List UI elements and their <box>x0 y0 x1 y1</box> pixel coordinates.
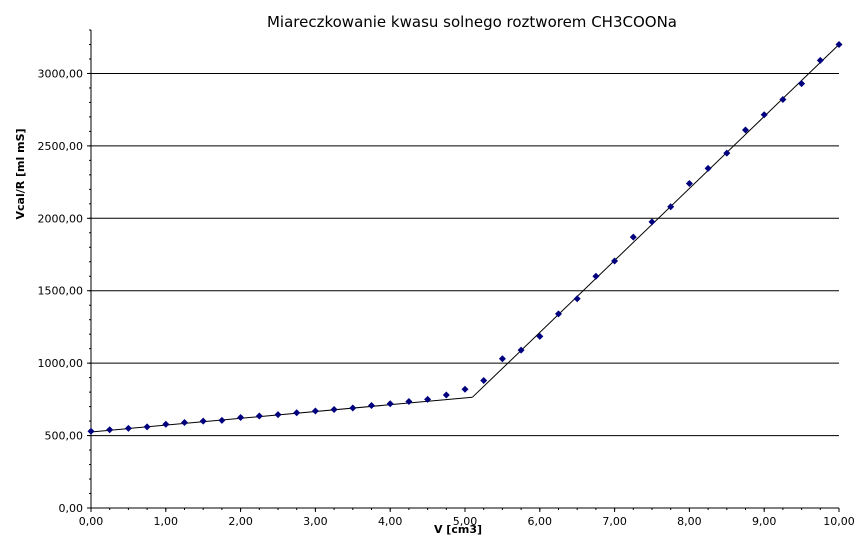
data-point <box>835 40 843 48</box>
chart-title: Miareczkowanie kwasu solnego roztworem C… <box>267 13 677 31</box>
data-point <box>106 426 114 434</box>
data-point <box>760 111 768 119</box>
x-tick-label: 8,00 <box>677 515 702 528</box>
data-point <box>124 424 132 432</box>
data-point <box>779 96 787 104</box>
trend-lines <box>90 44 840 433</box>
x-tick-label: 9,00 <box>752 515 777 528</box>
data-point <box>629 233 637 241</box>
data-point <box>311 407 319 415</box>
y-tick-label: 1500,00 <box>38 285 84 298</box>
data-point <box>162 420 170 428</box>
x-tick-label: 3,00 <box>303 515 328 528</box>
data-point <box>798 80 806 88</box>
data-point <box>816 56 824 64</box>
data-point <box>648 218 656 226</box>
x-tick-label: 4,00 <box>378 515 403 528</box>
trend-line <box>472 44 840 398</box>
data-point <box>330 406 338 414</box>
data-point <box>592 272 600 280</box>
data-point <box>386 400 394 408</box>
data-point <box>498 355 506 363</box>
data-point <box>255 412 263 420</box>
x-tick-label: 1,00 <box>154 515 179 528</box>
data-point <box>685 180 693 188</box>
grid-lines <box>91 72 839 437</box>
x-tick-label: 2,00 <box>228 515 253 528</box>
data-point <box>517 346 525 354</box>
data-point <box>723 149 731 157</box>
data-point <box>480 377 488 385</box>
data-point <box>424 395 432 403</box>
data-point <box>555 310 562 318</box>
x-axis-label: V [cm3] <box>434 523 482 536</box>
y-tick-label: 2500,00 <box>38 140 84 153</box>
x-tick-label: 10,00 <box>823 515 855 528</box>
y-tick-label: 500,00 <box>45 430 84 443</box>
data-point <box>199 417 207 425</box>
data-point <box>218 416 226 424</box>
data-point <box>405 398 413 406</box>
data-point <box>349 404 357 412</box>
data-point <box>181 419 188 427</box>
data-point <box>143 423 151 431</box>
y-tick-label: 0,00 <box>59 502 84 515</box>
x-tick-label: 6,00 <box>528 515 553 528</box>
data-point <box>442 391 450 399</box>
data-point <box>237 413 245 421</box>
data-point <box>368 401 375 409</box>
data-point <box>573 295 581 303</box>
data-point <box>87 427 95 435</box>
data-point <box>667 203 675 211</box>
tick-labels: 0,00 500,00 1000,00 1500,00 2000,00 2500,00 30… <box>38 67 855 528</box>
y-tick-label: 1000,00 <box>38 357 84 370</box>
data-point <box>536 332 544 340</box>
x-tick-label: 0,00 <box>79 515 104 528</box>
data-points <box>87 40 843 435</box>
data-point <box>461 385 469 393</box>
y-tick-label: 3000,00 <box>38 67 84 80</box>
x-tick-label: 7,00 <box>602 515 627 528</box>
y-axis-label: Vcal/R [ml mS] <box>14 128 27 219</box>
y-tick-label: 2000,00 <box>38 212 84 225</box>
data-point <box>611 257 619 265</box>
x-tick-label: 5,00 <box>453 515 478 528</box>
axes <box>87 29 840 512</box>
data-point <box>704 164 712 172</box>
data-point <box>742 126 749 134</box>
data-point <box>293 409 301 417</box>
data-point <box>274 411 282 419</box>
